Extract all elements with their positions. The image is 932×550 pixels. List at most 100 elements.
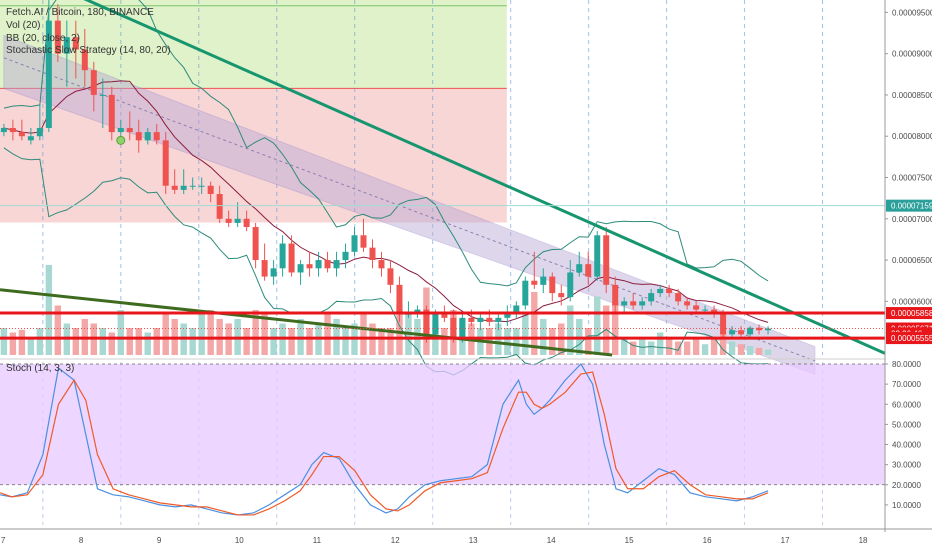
candle[interactable] — [54, 20, 61, 54]
volume-bar — [755, 347, 763, 355]
candle[interactable] — [90, 70, 97, 95]
candle[interactable] — [441, 313, 448, 318]
candle[interactable] — [72, 37, 79, 50]
candle[interactable] — [333, 260, 340, 269]
stoch-tick-label: 30.0000 — [892, 461, 921, 470]
candle[interactable] — [648, 293, 655, 302]
candle[interactable] — [45, 20, 52, 128]
candle[interactable] — [612, 284, 619, 306]
candle[interactable] — [108, 94, 115, 133]
candle[interactable] — [603, 235, 610, 285]
price-pane[interactable] — [0, 0, 886, 376]
candle[interactable] — [342, 251, 349, 261]
candle[interactable] — [702, 309, 709, 311]
candle[interactable] — [666, 288, 673, 294]
candle[interactable] — [522, 280, 529, 306]
price-tag[interactable] — [886, 199, 932, 212]
signal-marker[interactable] — [116, 135, 126, 145]
volume-bar — [692, 338, 700, 355]
candle[interactable] — [225, 218, 232, 223]
candle[interactable] — [558, 293, 565, 298]
candle[interactable] — [360, 235, 367, 248]
support-trendline[interactable] — [0, 288, 613, 357]
candle[interactable] — [477, 317, 484, 322]
candle[interactable] — [720, 313, 727, 335]
vol-indicator-label[interactable]: Vol (20) — [6, 20, 40, 31]
stoch-tick-label: 20.0000 — [892, 481, 921, 490]
candle[interactable] — [486, 317, 493, 322]
candle[interactable] — [297, 264, 304, 273]
candle[interactable] — [729, 330, 736, 335]
candle[interactable] — [261, 260, 268, 277]
candle[interactable] — [126, 127, 133, 133]
candle[interactable] — [495, 317, 502, 322]
candle[interactable] — [162, 140, 169, 186]
strategy-indicator-label[interactable]: Stochastic Slow Strategy (14, 80, 20) — [6, 45, 171, 56]
candle[interactable] — [99, 94, 106, 96]
candle[interactable] — [324, 260, 331, 269]
candle[interactable] — [0, 127, 7, 133]
candle[interactable] — [279, 243, 286, 269]
candle[interactable] — [621, 301, 628, 306]
volume-bar — [324, 314, 331, 355]
candle[interactable] — [234, 218, 241, 223]
candle[interactable] — [288, 243, 295, 273]
candle[interactable] — [540, 276, 547, 285]
candle[interactable] — [693, 305, 700, 310]
candle[interactable] — [747, 327, 754, 335]
candle[interactable] — [675, 293, 682, 302]
candle[interactable] — [63, 37, 70, 54]
candle[interactable] — [585, 264, 592, 277]
candle[interactable] — [513, 305, 520, 314]
candle[interactable] — [9, 127, 16, 133]
candle[interactable] — [117, 127, 124, 133]
candle[interactable] — [270, 268, 277, 277]
candle[interactable] — [468, 317, 475, 322]
candle[interactable] — [252, 227, 259, 261]
candle[interactable] — [630, 301, 637, 306]
candle[interactable] — [198, 185, 205, 187]
candle[interactable] — [315, 260, 322, 269]
candle[interactable] — [144, 132, 151, 141]
candle[interactable] — [594, 235, 601, 277]
candle[interactable] — [216, 194, 223, 219]
stoch-pane[interactable] — [0, 358, 932, 525]
candle[interactable] — [432, 313, 439, 335]
candle[interactable] — [36, 127, 43, 137]
candle[interactable] — [189, 185, 196, 187]
candle[interactable] — [549, 276, 556, 294]
candle[interactable] — [27, 136, 34, 141]
candle[interactable] — [765, 328, 772, 331]
candle[interactable] — [351, 235, 358, 252]
candle[interactable] — [306, 264, 313, 269]
candle[interactable] — [243, 218, 250, 228]
descending-trendline[interactable] — [74, 0, 886, 355]
candle[interactable] — [135, 132, 142, 141]
price-axis[interactable]: 0.00009500 0.00009000 0.00008500 0.00008000… — [884, 0, 932, 532]
bb-indicator-label[interactable]: BB (20, close, 2) — [6, 33, 80, 44]
candle[interactable] — [153, 132, 160, 141]
candle[interactable] — [396, 284, 403, 314]
candle[interactable] — [387, 268, 394, 285]
candle[interactable] — [639, 301, 646, 306]
time-axis[interactable]: 7 8 9 10 11 12 13 14 15 16 17 18 — [0, 528, 932, 545]
candle[interactable] — [180, 185, 187, 190]
candle[interactable] — [576, 264, 583, 273]
candle[interactable] — [369, 247, 376, 261]
candle[interactable] — [378, 260, 385, 269]
candle[interactable] — [531, 280, 538, 285]
candle[interactable] — [81, 49, 88, 71]
candle[interactable] — [207, 185, 214, 195]
candle[interactable] — [423, 309, 430, 335]
candle[interactable] — [18, 132, 25, 137]
candle[interactable] — [171, 185, 178, 190]
candle[interactable] — [567, 272, 574, 298]
stoch-indicator-label[interactable]: Stoch (14, 3, 3) — [6, 363, 74, 374]
candle[interactable] — [657, 288, 664, 294]
price-tag[interactable] — [886, 332, 932, 345]
candle[interactable] — [684, 301, 691, 306]
candle[interactable] — [504, 313, 511, 318]
price-tag[interactable] — [886, 307, 932, 320]
candle[interactable] — [738, 330, 745, 335]
